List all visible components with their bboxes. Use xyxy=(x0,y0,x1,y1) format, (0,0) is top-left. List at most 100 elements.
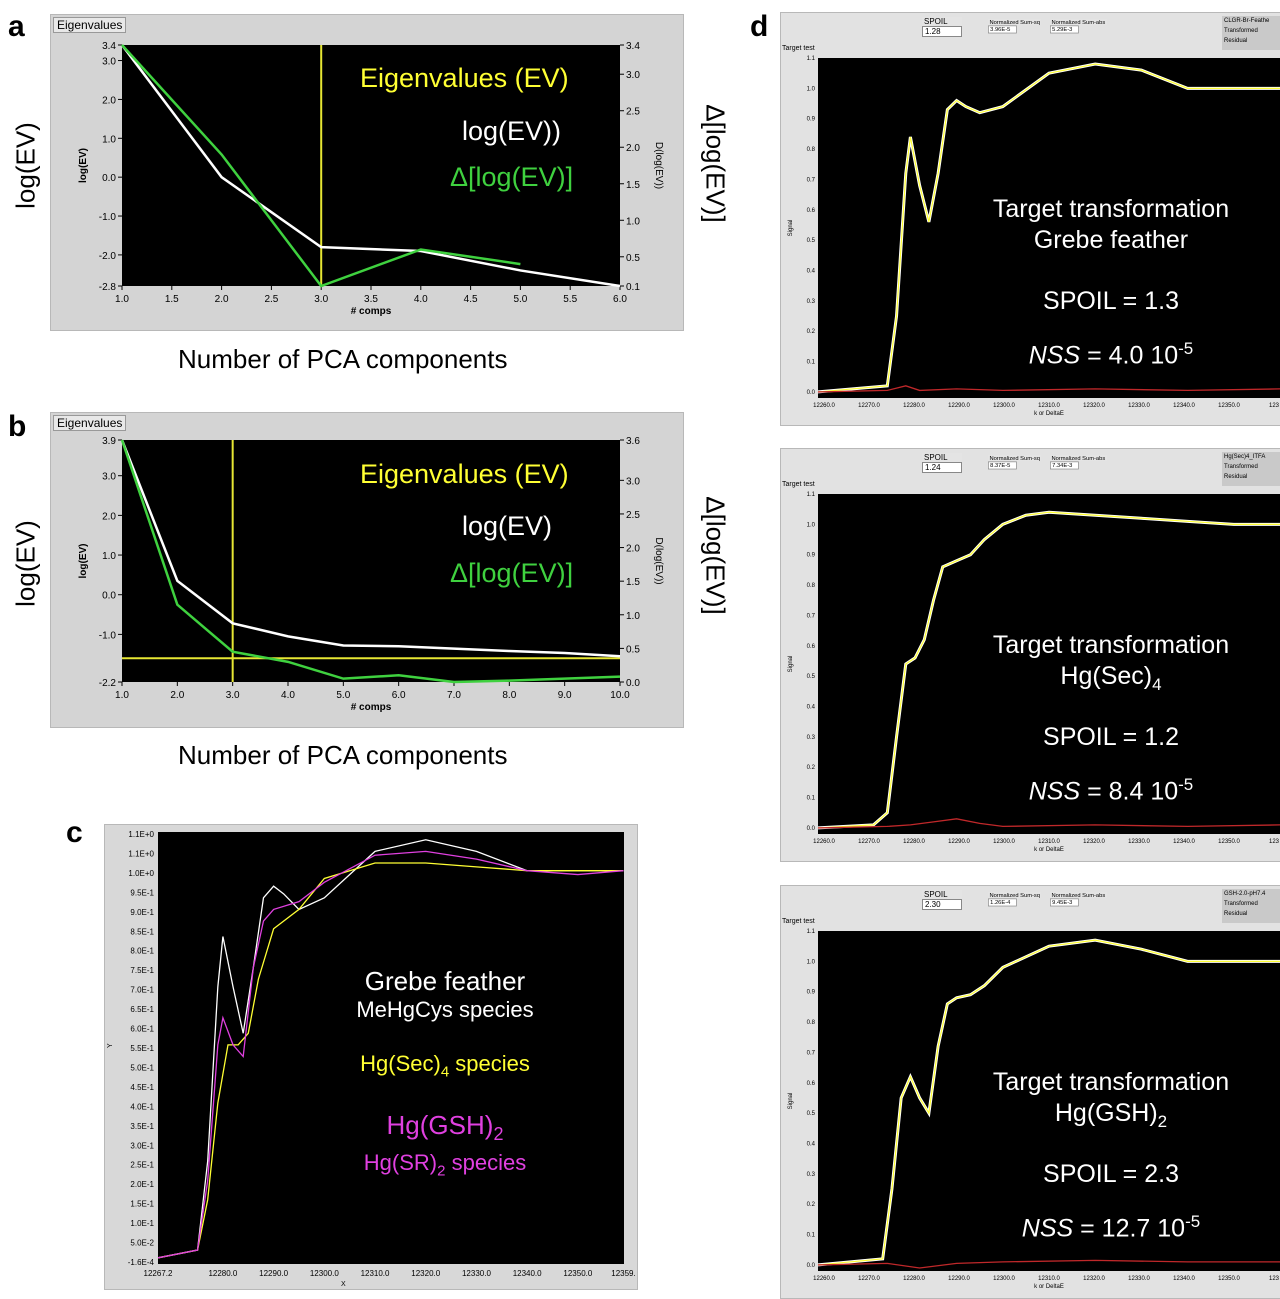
d2-legend-residual: Residual xyxy=(1224,474,1248,480)
d3-annot-target: Hg(GSH)2 xyxy=(1054,1099,1168,1131)
b-y2tick-label: 3.0 xyxy=(626,476,640,487)
a-y2tick-label: 1.0 xyxy=(626,216,640,227)
panel-d1-chart: 12260.0 12270.0 12280.0 12290.0 12300.0 12310… xyxy=(788,56,1280,417)
d2-target-label: Target test xyxy=(782,481,815,488)
a-y2tick-label: 3.0 xyxy=(626,70,640,81)
d1-xtick-label: 12350.0 xyxy=(1218,403,1240,409)
d1-annot-nss: NSS = 4.0 10-5 xyxy=(1028,339,1194,370)
d2-xtick-label: 12270.0 xyxy=(858,839,880,845)
c-xtick-label: 12340.0 xyxy=(513,1269,542,1278)
d3-plot-area xyxy=(818,931,1280,1271)
d3-ytick-label: 1.1 xyxy=(807,929,816,935)
panel-d3-chart: 12260.0 12270.0 12280.0 12290.0 12300.0 12310… xyxy=(788,929,1280,1290)
d2-ytick-label: 0.0 xyxy=(807,826,816,832)
b-legend-eigenvalues: Eigenvalues (EV) xyxy=(360,459,569,489)
b-ytick-label: 3.0 xyxy=(102,472,116,483)
d3-xtick-label: 12320.0 xyxy=(1083,1276,1105,1282)
c-ytick-label: 7.0E-1 xyxy=(130,986,154,995)
d3-ytick-label: 1.0 xyxy=(807,959,816,965)
panel-a-caption: Number of PCA components xyxy=(178,344,508,374)
b-ytick-label: 0.0 xyxy=(102,591,116,602)
b-xtick-label: 4.0 xyxy=(281,690,295,701)
d1-ytick-label: 0.1 xyxy=(807,360,816,366)
d3-spoil-field: SPOIL 2.30 xyxy=(922,890,962,910)
d2-annotation: Target transformation Hg(Sec)4 SPOIL = 1… xyxy=(960,630,1262,807)
d2-ytick-label: 0.2 xyxy=(807,765,816,771)
b-xtick-label: 5.0 xyxy=(336,690,350,701)
panel-b-right-axis-label: Δ[log(EV)] xyxy=(700,496,731,615)
d1-xtick-label: 12300.0 xyxy=(993,403,1015,409)
d1-spoil-field: SPOIL 1.28 xyxy=(922,17,962,37)
legend-hggsh2: Hg(GSH)2 xyxy=(386,1110,504,1145)
d3-xtick-label: 123 xyxy=(1269,1276,1280,1282)
d3-ytick-label: 0.6 xyxy=(807,1081,816,1087)
d2-legend-target: Hg(Sec)4_ITFA xyxy=(1224,454,1266,460)
c-ytick-label: 1.0E-1 xyxy=(130,1219,154,1228)
b-ytick-label: 3.9 xyxy=(102,436,116,447)
c-series-hgsec4 xyxy=(157,862,624,1259)
panel-b-frame-title: Eigenvalues xyxy=(53,415,127,431)
c-ytick-label: 6.5E-1 xyxy=(130,1005,154,1014)
panel-a-chart: 1.0 1.5 2.0 2.5 3.0 3.5 4.0 4.5 5.0 5.5 6.0 # comps… xyxy=(78,41,664,317)
d3-legend-transformed: Transformed xyxy=(1224,901,1258,907)
c-xtick-label: 12310.0 xyxy=(361,1269,390,1278)
d2-nss-field: Normalized Sum-sq 8.37E-5 xyxy=(988,455,1042,470)
d2-ytick-label: 0.6 xyxy=(807,644,816,650)
d1-legend-target: CLGR-Br-Feathe xyxy=(1224,18,1270,24)
c-ytick-label: 5.0E-2 xyxy=(130,1239,154,1248)
d3-series-transformed xyxy=(817,939,1280,1266)
d1-xtick-label: 12330.0 xyxy=(1128,403,1150,409)
b-xlabel: # comps xyxy=(351,702,392,713)
d1-xtick-label: 12340.0 xyxy=(1173,403,1195,409)
panel-c-chart: 12267.2 12280.0 12290.0 12300.0 12310.0 12320… xyxy=(107,830,636,1288)
b-plot-area xyxy=(122,440,620,682)
d3-ytick-label: 0.1 xyxy=(807,1233,816,1239)
d1-ytick-label: 1.1 xyxy=(807,56,816,62)
d3-xtick-label: 12310.0 xyxy=(1038,1276,1060,1282)
a-ytick-label: 3.0 xyxy=(102,57,116,68)
d1-nsa-field: Normalized Sum-abs 5.29E-3 xyxy=(1050,19,1107,34)
c-ytick-label: 1.1E+0 xyxy=(128,830,154,839)
b-y2tick-label: 3.6 xyxy=(626,436,640,447)
c-xtick-label: 12320.0 xyxy=(411,1269,440,1278)
c-series-grebe-feather xyxy=(157,839,624,1259)
d3-legend-box: GSH-2.0-pH7.4 Transformed Residual xyxy=(1222,889,1280,923)
d2-legend-transformed: Transformed xyxy=(1224,464,1258,470)
panel-b-caption: Number of PCA components xyxy=(178,740,508,770)
d1-xtick-label: 12280.0 xyxy=(903,403,925,409)
d2-xtick-label: 12320.0 xyxy=(1083,839,1105,845)
b-y2tick-label: 2.5 xyxy=(626,510,640,521)
a-legend-log-ev: log(EV)) xyxy=(462,116,561,146)
d2-series-transformed xyxy=(817,511,1280,829)
panel-b-left-axis-label: log(EV) xyxy=(10,520,41,607)
d3-annotation: Target transformation Hg(GSH)2 SPOIL = 2… xyxy=(960,1067,1262,1244)
c-ytick-label: 9.5E-1 xyxy=(130,888,154,897)
b-ytick-label: -2.2 xyxy=(99,678,117,689)
a-y2tick-label: 0.5 xyxy=(626,253,640,264)
d1-ytick-label: 0.3 xyxy=(807,299,816,305)
c-ytick-label: -1.6E-4 xyxy=(128,1258,155,1267)
d3-legend-residual: Residual xyxy=(1224,911,1248,917)
d3-ytick-label: 0.2 xyxy=(807,1202,816,1208)
d2-series-residual xyxy=(817,818,1280,829)
c-ytick-label: 5.5E-1 xyxy=(130,1044,154,1053)
a-xtick-label: 4.5 xyxy=(464,294,478,305)
a-xtick-label: 5.5 xyxy=(563,294,577,305)
c-ylabel: Y xyxy=(107,1043,114,1048)
d3-nsa-field: Normalized Sum-abs 9.45E-3 xyxy=(1050,892,1107,907)
b-y2tick-label: 1.5 xyxy=(626,577,640,588)
c-ytick-label: 4.5E-1 xyxy=(130,1083,154,1092)
b-xtick-label: 7.0 xyxy=(447,690,461,701)
a-series-log-ev xyxy=(121,44,621,288)
d3-ytick-label: 0.9 xyxy=(807,990,816,996)
d1-xtick-label: 123 xyxy=(1269,403,1280,409)
d2-annot-nss: NSS = 8.4 10-5 xyxy=(1028,775,1194,806)
c-xtick-label: 12300.0 xyxy=(310,1269,339,1278)
d3-xtick-label: 12270.0 xyxy=(858,1276,880,1282)
b-y2tick-label: 0.0 xyxy=(626,678,640,689)
d3-xtick-label: 12340.0 xyxy=(1173,1276,1195,1282)
a-y2tick-label: 2.0 xyxy=(626,143,640,154)
d1-ytick-label: 0.8 xyxy=(807,147,816,153)
d2-xtick-label: 12340.0 xyxy=(1173,839,1195,845)
d1-legend-transformed: Transformed xyxy=(1224,28,1258,34)
